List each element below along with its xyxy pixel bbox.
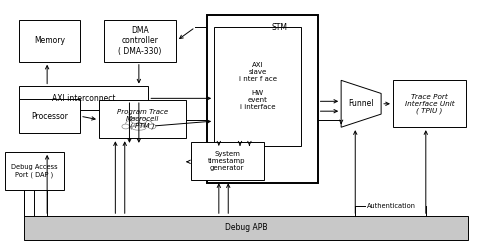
Text: Trace Port
Interface Unit
( TPIU ): Trace Port Interface Unit ( TPIU )	[405, 93, 454, 114]
Ellipse shape	[143, 120, 152, 127]
Ellipse shape	[134, 123, 144, 129]
Bar	[5, 152, 63, 190]
Bar	[19, 20, 80, 62]
Bar	[19, 86, 148, 110]
Text: Debug APB: Debug APB	[225, 223, 267, 232]
Ellipse shape	[132, 126, 146, 130]
Text: Memory: Memory	[34, 36, 65, 45]
Text: Program Trace
Macrocell
( PTM ): Program Trace Macrocell ( PTM )	[117, 109, 168, 130]
Polygon shape	[341, 80, 381, 127]
Ellipse shape	[131, 118, 139, 123]
Text: Processor: Processor	[31, 112, 68, 121]
Bar	[207, 15, 318, 183]
Bar	[214, 27, 301, 146]
Ellipse shape	[148, 124, 156, 129]
Text: DMA
controller
( DMA-330): DMA controller ( DMA-330)	[119, 26, 162, 56]
Bar	[24, 216, 468, 240]
Bar	[19, 99, 80, 133]
Bar	[191, 142, 264, 180]
Bar	[393, 80, 466, 127]
Ellipse shape	[122, 124, 130, 129]
Ellipse shape	[126, 120, 135, 127]
Text: Authentication: Authentication	[367, 203, 416, 209]
Ellipse shape	[138, 118, 147, 123]
Text: AXI
slave
i nter f ace

HW
event
i interface: AXI slave i nter f ace HW event i interf…	[239, 62, 276, 110]
Text: AXI interconnect: AXI interconnect	[52, 94, 115, 103]
Text: STM: STM	[272, 23, 288, 32]
Bar	[104, 20, 177, 62]
Bar	[99, 100, 186, 138]
Text: Debug Access
Port ( DAP ): Debug Access Port ( DAP )	[11, 164, 58, 178]
Text: Funnel: Funnel	[348, 99, 374, 108]
Text: System
timestamp
generator: System timestamp generator	[208, 151, 246, 171]
